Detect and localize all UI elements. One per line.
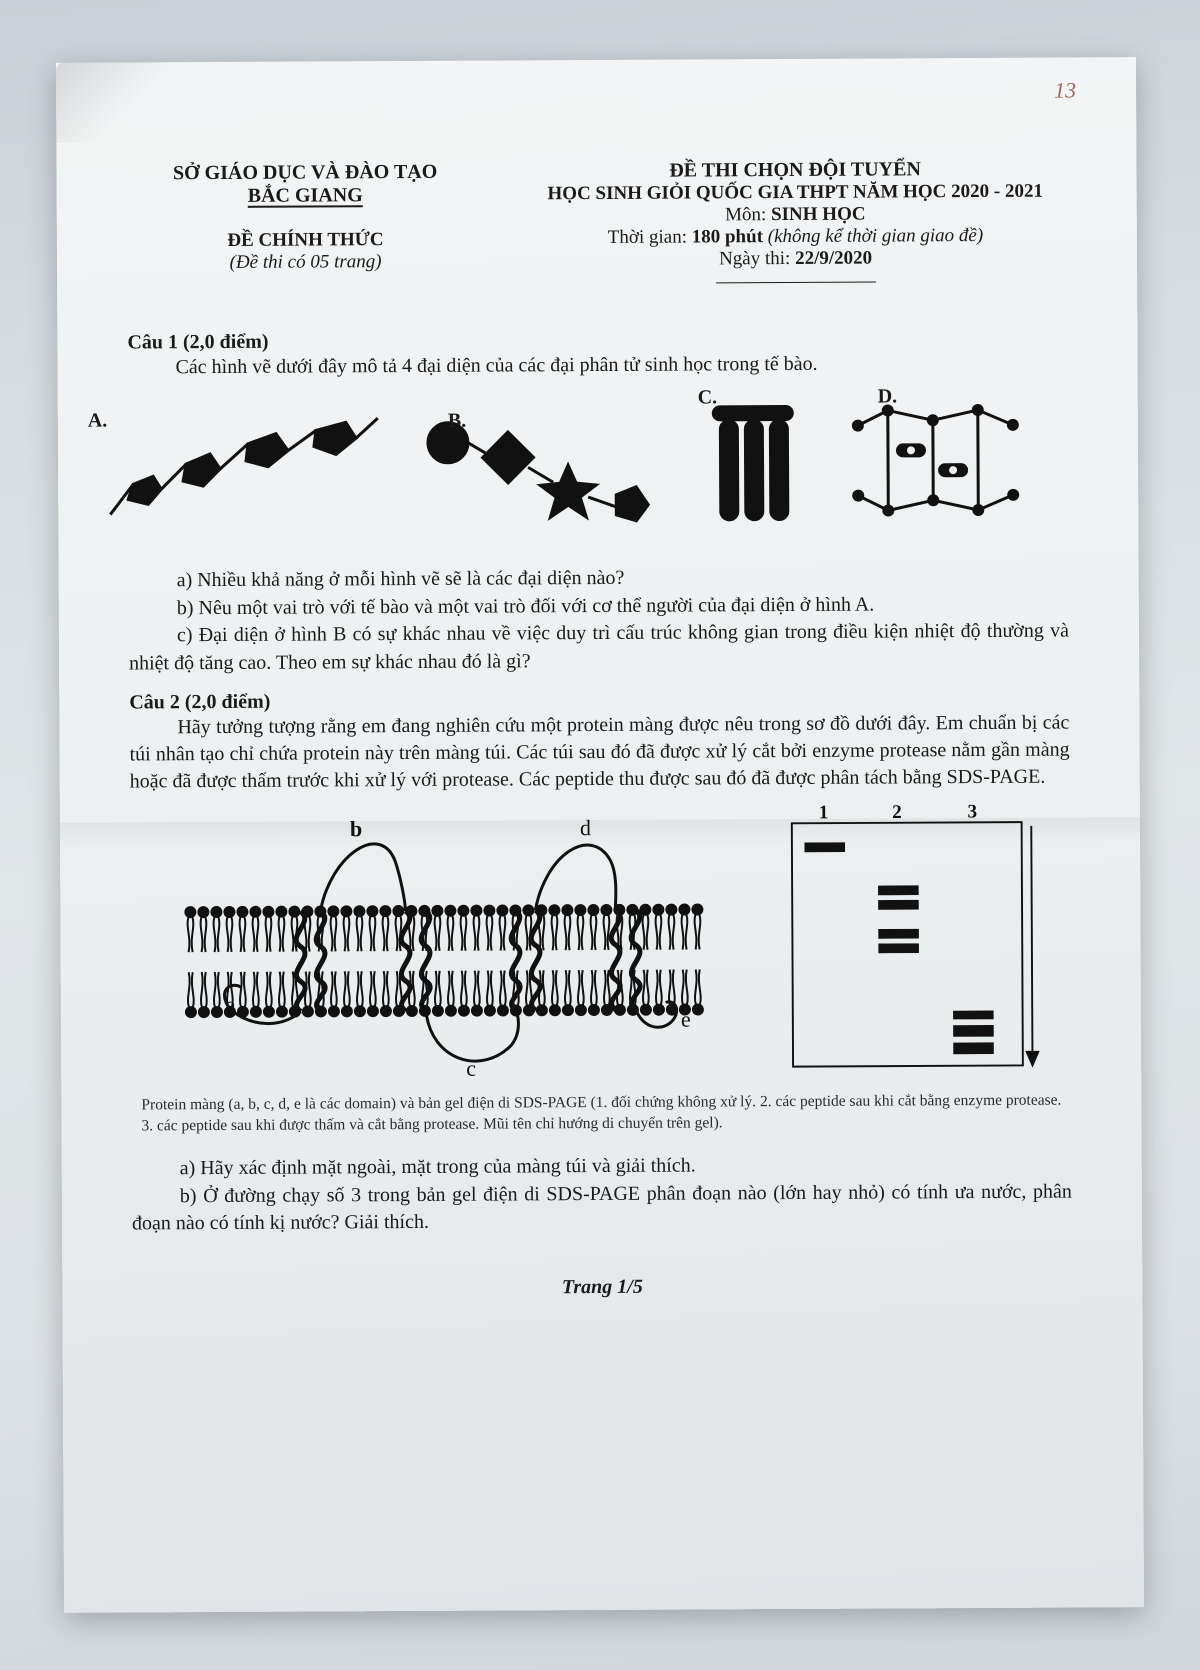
domain-a-label: a [226, 992, 236, 1017]
q2-b: b) Ở đường chạy số 3 trong bản gel điện … [132, 1178, 1072, 1238]
q1-intro: Các hình vẽ dưới đây mô tả 4 đại diện củ… [127, 350, 1067, 382]
exam-subtitle: HỌC SINH GIỎI QUỐC GIA THPT NĂM HỌC 2020… [524, 181, 1067, 206]
corner-shadow [56, 62, 176, 143]
handwritten-page-number: 13 [1054, 77, 1076, 103]
time-note: (không kể thời gian giao đề) [768, 225, 984, 247]
molecule-row: A. B. C. D. [108, 385, 1069, 550]
page-footer: Trang 1/5 [132, 1274, 1072, 1302]
header-right: ĐỀ THI CHỌN ĐỘI TUYỂN HỌC SINH GIỎI QUỐC… [524, 158, 1067, 290]
subject-line: Môn: SINH HỌC [524, 203, 1067, 228]
body: Câu 1 (2,0 điểm) Các hình vẽ dưới đây mô… [127, 327, 1072, 1239]
subject-name: SINH HỌC [771, 204, 866, 225]
q2-intro: Hãy tưởng tượng rằng em đang nghiên cứu … [129, 710, 1069, 796]
subject-label: Môn: [725, 204, 766, 225]
exam-title: ĐỀ THI CHỌN ĐỘI TUYỂN [524, 158, 1067, 184]
label-D: D. [878, 385, 898, 408]
domain-c-label: c [466, 1056, 476, 1081]
department-line: SỞ GIÁO DỤC VÀ ĐÀO TẠO [126, 161, 483, 186]
header-underline [716, 282, 876, 284]
pages-note: (Đề thi có 05 trang) [127, 251, 484, 275]
exam-paper: 13 SỞ GIÁO DỤC VÀ ĐÀO TẠO BẮC GIANG ĐỀ C… [56, 57, 1144, 1613]
molecule-D-icon [838, 385, 1039, 536]
figure-caption: Protein màng (a, b, c, d, e là các domai… [141, 1091, 1061, 1138]
province-line: BẮC GIANG [127, 184, 484, 209]
header-left: SỞ GIÁO DỤC VÀ ĐÀO TẠO BẮC GIANG ĐỀ CHÍN… [126, 161, 484, 292]
time-line: Thời gian: 180 phút (không kể thời gian … [524, 225, 1067, 250]
molecule-A-icon [98, 388, 389, 540]
time-value: 180 phút [692, 226, 763, 247]
domain-e-label: e [681, 1007, 691, 1032]
date-label: Ngày thi: [719, 248, 790, 269]
header-block: SỞ GIÁO DỤC VÀ ĐÀO TẠO BẮC GIANG ĐỀ CHÍN… [126, 158, 1067, 292]
gel-diagram: 1 2 3 [750, 803, 1051, 1085]
label-A: A. [88, 410, 108, 433]
label-C: C. [698, 386, 718, 409]
time-label: Thời gian: [608, 227, 687, 248]
q1-c: c) Đại diện ở hình B có sự khác nhau về … [129, 618, 1069, 678]
official-line: ĐỀ CHÍNH THỨC [127, 229, 484, 253]
date-line: Ngày thi: 22/9/2020 [524, 247, 1067, 272]
label-B: B. [448, 410, 466, 433]
date-value: 22/9/2020 [795, 248, 872, 269]
